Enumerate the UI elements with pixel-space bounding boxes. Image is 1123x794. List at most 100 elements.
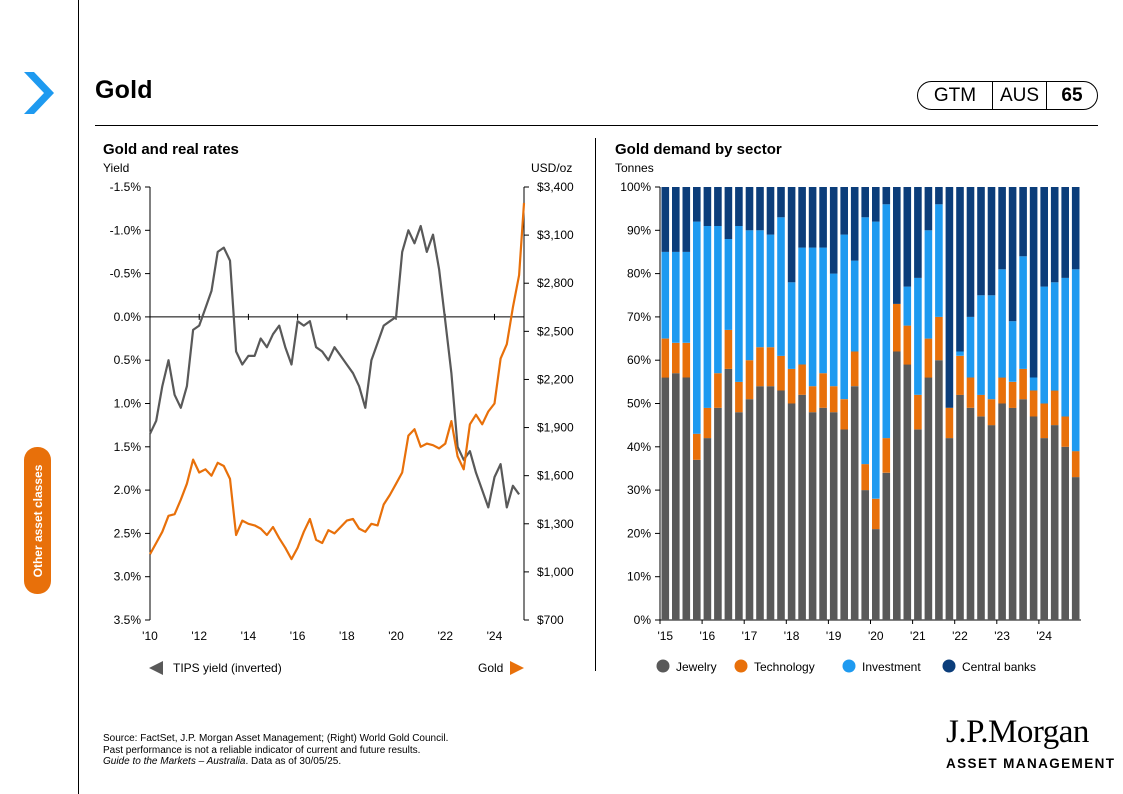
left-margin-line	[78, 0, 79, 794]
bar-technology	[766, 347, 775, 387]
bar-technology	[829, 386, 838, 413]
bar-jewelry	[956, 394, 964, 620]
x-tick-label: '15	[657, 629, 673, 643]
right-tick-label: $1,600	[537, 469, 574, 483]
bar-investment	[1050, 282, 1059, 391]
bar-investment	[840, 234, 848, 400]
bar-central-banks	[1071, 187, 1080, 270]
bar-investment	[977, 295, 985, 395]
footer-notes: Source: FactSet, J.P. Morgan Asset Manag…	[103, 733, 448, 768]
bar-technology	[1029, 390, 1038, 417]
bar-technology	[724, 329, 733, 369]
bar-jewelry	[703, 438, 712, 620]
bar-technology	[1061, 416, 1069, 447]
bar-central-banks	[703, 187, 712, 226]
bar-jewelry	[903, 364, 912, 620]
tips-yield-line	[149, 224, 520, 509]
bar-central-banks	[924, 187, 933, 231]
y-tick-label: 80%	[627, 267, 651, 281]
bar-technology	[777, 355, 785, 391]
bar-technology	[745, 360, 754, 400]
bar-technology	[756, 347, 764, 387]
bar-technology	[935, 316, 943, 361]
right-chart-ylabel: Tonnes	[615, 161, 654, 175]
bar-investment	[1061, 277, 1069, 417]
bar-jewelry	[861, 490, 869, 620]
bar-central-banks	[893, 187, 901, 304]
legend-label: Investment	[862, 660, 921, 674]
bar-central-banks	[1050, 187, 1059, 283]
bar-jewelry	[1071, 477, 1080, 620]
bar-technology	[945, 407, 954, 439]
bar-jewelry	[935, 360, 943, 620]
bar-technology	[840, 399, 848, 430]
bar-central-banks	[714, 187, 722, 226]
bar-technology	[682, 342, 691, 378]
legend-label: Jewelry	[676, 660, 717, 674]
page-title: Gold	[95, 76, 153, 104]
left-tick-label: 3.5%	[114, 613, 142, 627]
x-tick-label: '21	[910, 629, 926, 643]
bar-technology	[693, 433, 701, 460]
bar-technology	[966, 377, 975, 408]
bar-investment	[672, 251, 680, 343]
right-tick-label: $2,800	[537, 276, 574, 290]
bar-technology	[1071, 451, 1080, 478]
gold-real-rates-chart: -1.5% -1.0% -0.5% 0.0% 0.5% 1.0% 1.5% 2.0% 2.5% 3…	[110, 180, 574, 643]
bar-technology	[977, 394, 985, 417]
bar-central-banks	[945, 187, 954, 408]
y-tick-label: 10%	[627, 570, 651, 584]
y-tick-label: 60%	[627, 353, 651, 367]
bar-central-banks	[756, 187, 764, 231]
bar-investment	[1008, 321, 1017, 382]
bar-jewelry	[893, 351, 901, 620]
bar-central-banks	[819, 187, 827, 248]
bar-investment	[1029, 377, 1038, 391]
bar-central-banks	[882, 187, 891, 205]
left-tick-label: 2.5%	[114, 526, 142, 540]
bar-technology	[703, 407, 712, 439]
y-tick-label: 90%	[627, 223, 651, 237]
bar-central-banks	[1008, 187, 1017, 322]
left-tick-label: 3.0%	[114, 570, 142, 584]
x-tick-label: '24	[487, 629, 503, 643]
bar-investment	[903, 286, 912, 326]
x-tick-label: '16	[700, 629, 716, 643]
legend-dot	[734, 659, 748, 673]
bar-investment	[756, 230, 764, 348]
bar-jewelry	[756, 386, 764, 620]
section-tab[interactable]: Other asset classes	[24, 447, 51, 594]
y-tick-label: 40%	[627, 440, 651, 454]
bar-technology	[850, 351, 859, 387]
bar-investment	[745, 230, 754, 361]
right-tick-label: $3,100	[537, 228, 574, 242]
bar-investment	[861, 217, 869, 465]
bar-jewelry	[745, 399, 754, 620]
bar-investment	[819, 247, 827, 374]
bar-investment	[850, 260, 859, 352]
bar-investment	[914, 277, 922, 395]
y-tick-label: 100%	[620, 180, 651, 194]
bar-jewelry	[977, 416, 985, 620]
bar-central-banks	[1061, 187, 1069, 278]
bar-jewelry	[672, 373, 680, 620]
bar-technology	[861, 464, 869, 491]
footer-date-line: Guide to the Markets – Australia. Data a…	[103, 756, 448, 768]
badge-page-number: 65	[1061, 84, 1083, 106]
bar-central-banks	[693, 187, 701, 222]
legend-dot	[656, 659, 670, 673]
bar-central-banks	[966, 187, 975, 317]
bar-jewelry	[1029, 416, 1038, 620]
bar-investment	[661, 251, 670, 339]
jpmorgan-logo-subtitle: ASSET MANAGEMENT	[946, 756, 1116, 771]
bar-technology	[1019, 368, 1027, 400]
bar-investment	[714, 226, 722, 374]
left-tick-label: 0.0%	[114, 310, 142, 324]
bar-central-banks	[1029, 187, 1038, 378]
bar-central-banks	[840, 187, 848, 235]
bar-investment	[798, 247, 806, 365]
y-tick-label: 70%	[627, 310, 651, 324]
bar-jewelry	[1008, 407, 1017, 620]
bar-investment	[1071, 269, 1080, 452]
bar-central-banks	[661, 187, 670, 252]
